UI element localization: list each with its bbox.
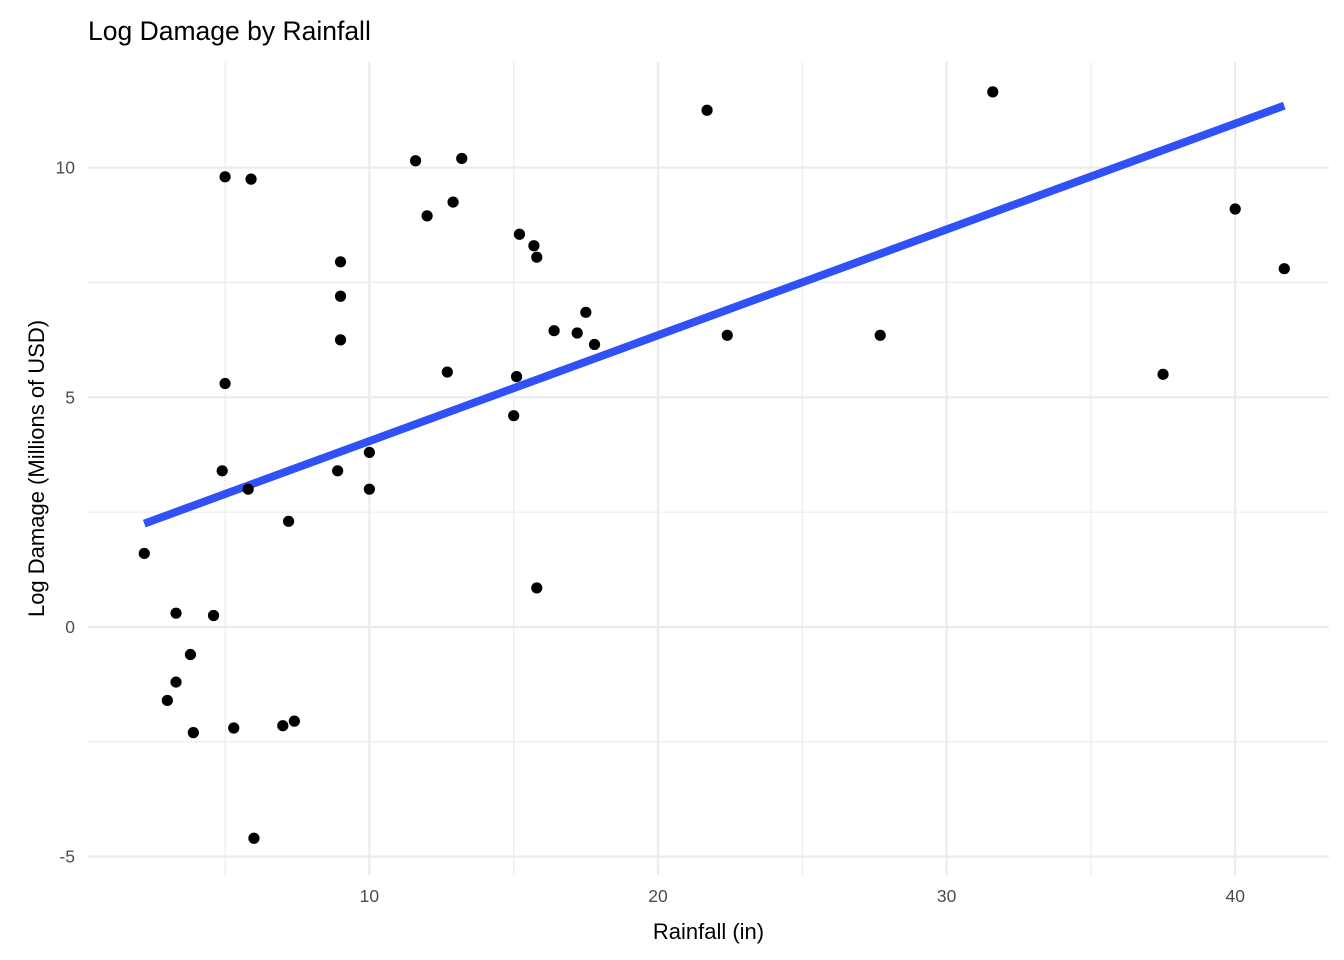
data-point xyxy=(456,152,468,165)
data-point xyxy=(219,377,231,390)
data-point xyxy=(242,483,254,495)
tick-labels: 10 20 30 40 -5 0 5 10 xyxy=(56,158,1246,906)
grid xyxy=(88,62,1329,875)
data-point xyxy=(1278,263,1290,275)
data-points xyxy=(138,86,1290,844)
x-tick-label: 30 xyxy=(937,886,957,906)
y-tick-label: 5 xyxy=(65,387,75,407)
data-point xyxy=(334,256,347,268)
data-point xyxy=(721,329,733,341)
data-point xyxy=(447,196,459,208)
y-tick-label: 10 xyxy=(56,158,76,178)
data-point xyxy=(1229,203,1241,215)
data-point xyxy=(588,338,601,351)
data-point xyxy=(701,104,713,116)
regression-line xyxy=(142,101,1286,528)
data-point xyxy=(288,715,300,727)
data-point xyxy=(508,410,520,422)
data-point xyxy=(184,648,197,661)
x-tick-label: 10 xyxy=(360,886,380,906)
data-point xyxy=(170,607,182,619)
data-point xyxy=(421,210,433,222)
data-point xyxy=(580,306,592,318)
data-point xyxy=(334,334,347,346)
data-point xyxy=(987,86,999,98)
data-point xyxy=(332,465,344,477)
data-point xyxy=(510,371,523,383)
data-point xyxy=(161,694,173,707)
data-point xyxy=(228,722,240,734)
data-point xyxy=(187,727,199,739)
y-axis-title: Log Damage (Millions of USD) xyxy=(24,320,49,617)
data-point xyxy=(219,171,231,183)
data-point xyxy=(409,155,422,167)
data-point xyxy=(513,228,526,240)
data-point xyxy=(874,329,886,341)
data-point xyxy=(138,547,150,560)
data-point xyxy=(441,366,453,378)
data-point xyxy=(363,446,375,459)
data-point xyxy=(207,609,220,622)
data-point xyxy=(248,832,260,844)
chart-title: Log Damage by Rainfall xyxy=(88,16,371,46)
data-point xyxy=(571,327,583,339)
data-point xyxy=(170,676,182,688)
data-point xyxy=(277,720,289,732)
y-tick-label: -5 xyxy=(59,847,75,867)
data-point xyxy=(245,173,257,185)
data-point xyxy=(282,515,295,527)
fit-line-layer xyxy=(142,101,1286,528)
x-tick-label: 20 xyxy=(648,886,668,906)
data-point xyxy=(363,483,375,495)
data-point xyxy=(334,290,347,302)
data-point xyxy=(531,251,543,263)
data-point xyxy=(1157,368,1169,380)
x-axis-title: Rainfall (in) xyxy=(653,919,764,944)
data-point xyxy=(528,240,540,252)
data-point xyxy=(548,325,560,337)
data-point xyxy=(216,465,228,477)
y-tick-label: 0 xyxy=(65,617,75,637)
x-tick-label: 40 xyxy=(1225,886,1245,906)
data-point xyxy=(531,582,543,594)
